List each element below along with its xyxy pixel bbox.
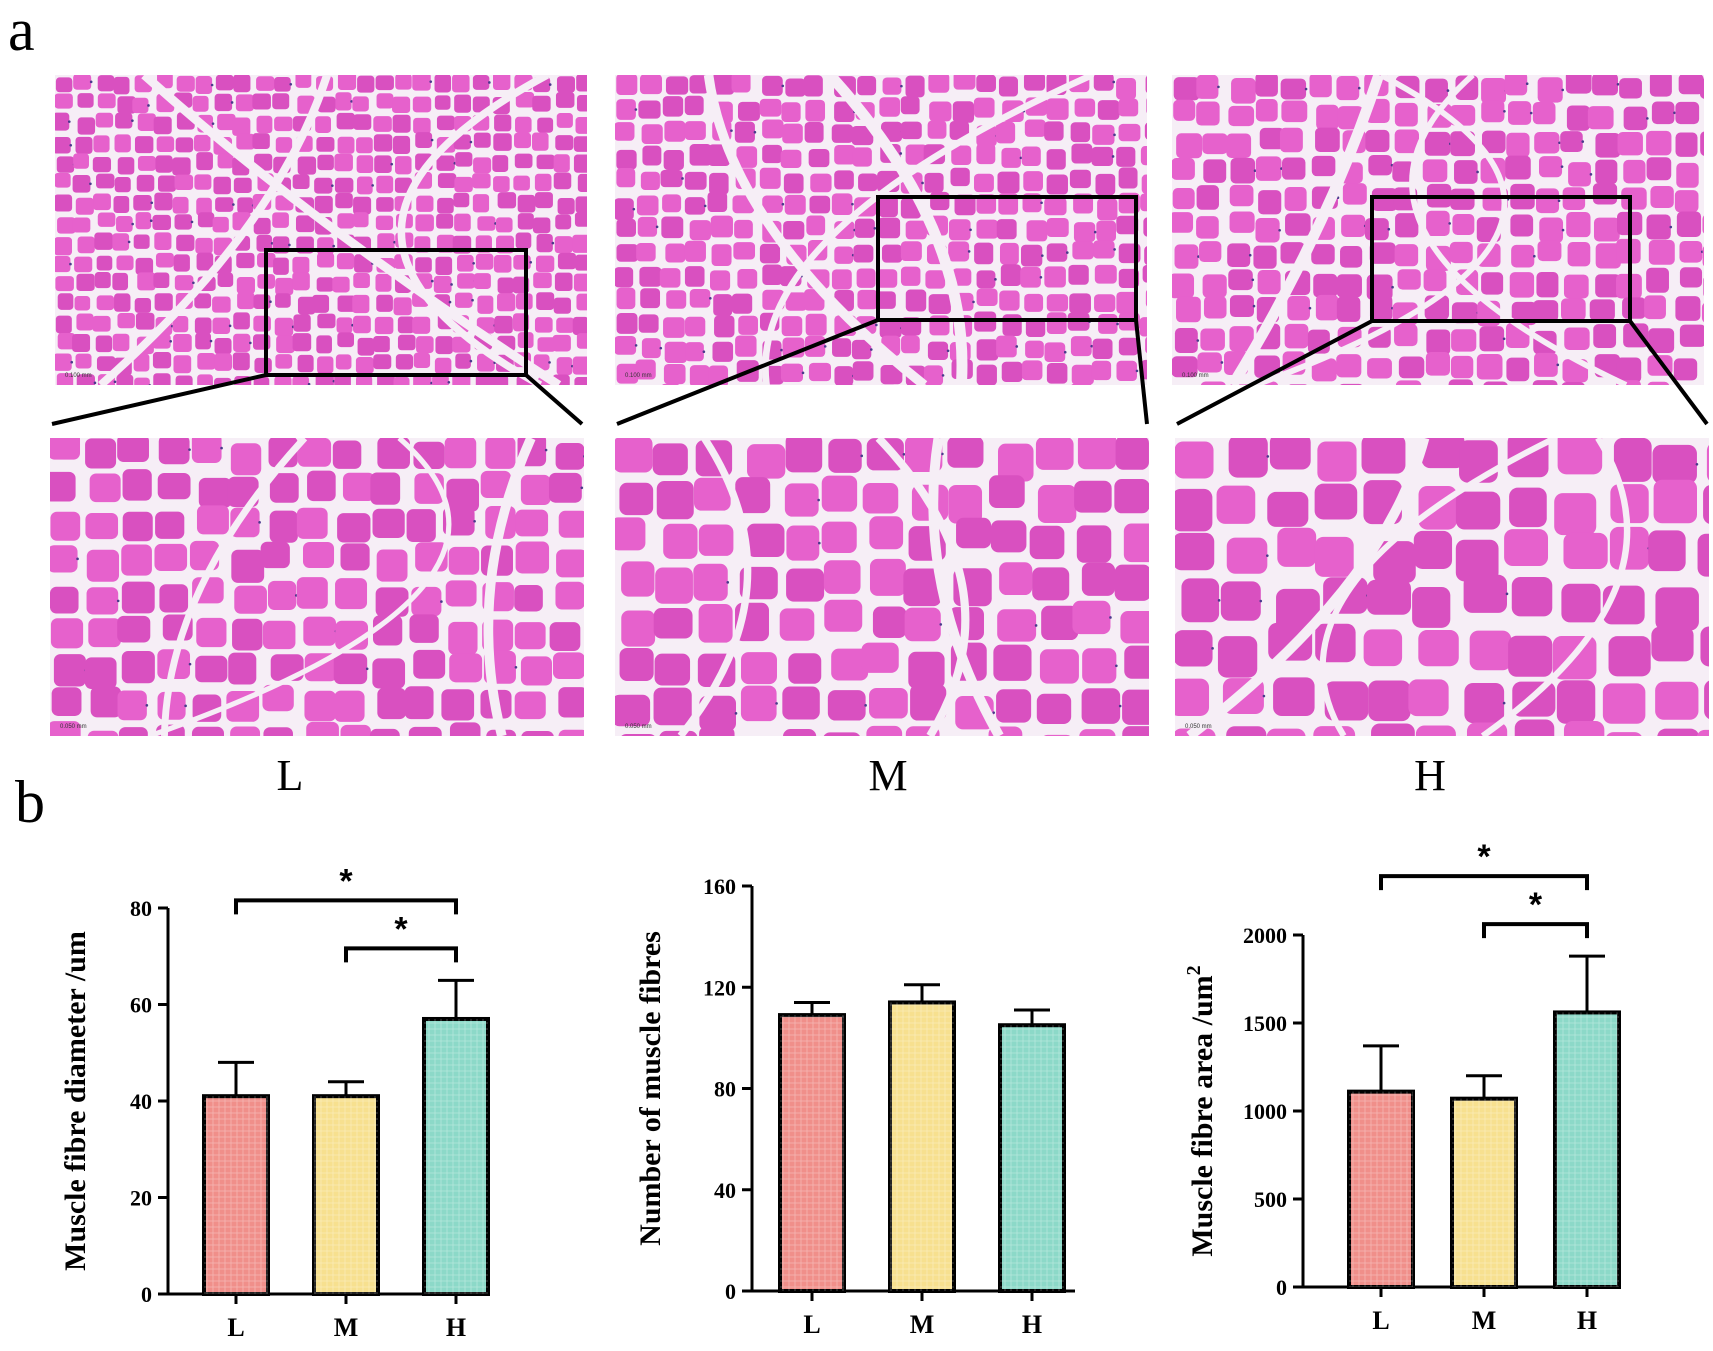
group-label-m: M [868, 751, 907, 800]
zoom-connector-line [524, 373, 584, 426]
y-tick-label: 1000 [1243, 1099, 1287, 1124]
scale-bar-label: 0.100 mm [625, 373, 652, 379]
bar-texture [1000, 1025, 1064, 1291]
scale-bar-label: 0.100 mm [65, 373, 92, 379]
zoom-region-box [876, 195, 1138, 322]
x-tick-label: H [1022, 1310, 1042, 1339]
zoom-connector-line [1176, 319, 1373, 426]
bar-texture [204, 1096, 268, 1294]
bar-texture [890, 1002, 954, 1291]
significance-bracket [234, 898, 458, 915]
scale-bar-label: 0.100 mm [1182, 373, 1209, 379]
significance-star: * [1529, 886, 1543, 924]
significance-star: * [1477, 838, 1491, 876]
y-tick-label: 80 [130, 896, 152, 921]
significance-star: * [339, 862, 353, 900]
x-tick-label: M [1472, 1306, 1497, 1335]
histology-micrographs: 0.100 mm 0.050 mm 0.100 mm 0.050 mm 0.100 mm… [50, 75, 1709, 736]
bar-texture [314, 1096, 378, 1294]
y-tick-label: 160 [703, 874, 736, 899]
y-tick-label: 80 [714, 1077, 736, 1102]
bar-chart-3: 0 500 1000 1500 2000 Muscle fibre area /um2 L M… [1183, 838, 1621, 1335]
bar-texture [1349, 1091, 1413, 1287]
x-tick-label: L [1372, 1306, 1389, 1335]
y-tick-label: 40 [714, 1178, 736, 1203]
group-label-l: L [277, 751, 304, 800]
x-tick-label: L [227, 1313, 244, 1342]
scale-bar-label: 0.050 mm [1185, 724, 1212, 730]
significance-star: * [394, 910, 408, 948]
x-tick-label: M [910, 1310, 935, 1339]
zoom-region-box [1370, 195, 1632, 323]
y-tick-label: 0 [725, 1279, 736, 1304]
y-axis-title: Muscle fibre area /um2 [1183, 965, 1219, 1256]
micrograph-overview-m: 0.100 mm [615, 75, 1147, 385]
y-axis-title: Number of muscle fibres [634, 931, 667, 1246]
x-tick-label: H [446, 1313, 466, 1342]
scale-bar-label: 0.050 mm [60, 724, 87, 730]
significance-bracket [1379, 874, 1589, 891]
y-tick-label: 120 [703, 975, 736, 1000]
zoom-region-box [264, 248, 528, 377]
scale-bar-label: 0.050 mm [625, 724, 652, 730]
group-label-h: H [1414, 751, 1446, 800]
y-tick-label: 0 [141, 1282, 152, 1307]
y-tick-label: 60 [130, 993, 152, 1018]
micrograph-overview-h: 0.100 mm [1172, 75, 1704, 385]
y-axis-title: Muscle fibre diameter /um [59, 931, 92, 1271]
bar-texture [424, 1018, 488, 1294]
y-tick-label: 500 [1254, 1187, 1287, 1212]
micrograph-overview-l: 0.100 mm [55, 75, 587, 385]
significance-bracket [344, 946, 458, 963]
y-tick-label: 0 [1276, 1275, 1287, 1300]
x-tick-label: M [334, 1313, 359, 1342]
micrograph-zoom-h: 0.050 mm [1175, 438, 1709, 736]
bar-texture [1452, 1098, 1516, 1287]
zoom-connector-line [1134, 319, 1149, 425]
micrograph-zoom-m: 0.050 mm [615, 438, 1149, 736]
zoom-connector-line [616, 318, 879, 426]
zoom-connector-line [51, 373, 267, 426]
y-tick-label: 1500 [1243, 1011, 1287, 1036]
significance-bracket [1482, 922, 1589, 939]
panel-letter-b: b [15, 769, 45, 835]
bar-texture [1555, 1012, 1619, 1287]
bar-chart-1: 0 20 40 60 80 Muscle fibre diameter /um L M H * * [59, 862, 490, 1342]
panel-letter-a: a [8, 0, 35, 63]
x-tick-label: L [803, 1310, 820, 1339]
bar-chart-2: 0 40 80 120 160 Number of muscle fibres L M H [634, 874, 1075, 1339]
zoom-connector-line [1628, 319, 1709, 426]
bar-texture [780, 1015, 844, 1291]
y-tick-label: 20 [130, 1186, 152, 1211]
y-tick-label: 40 [130, 1089, 152, 1114]
y-tick-label: 2000 [1243, 923, 1287, 948]
micrograph-zoom-l: 0.050 mm [50, 438, 584, 736]
x-tick-label: H [1577, 1306, 1597, 1335]
